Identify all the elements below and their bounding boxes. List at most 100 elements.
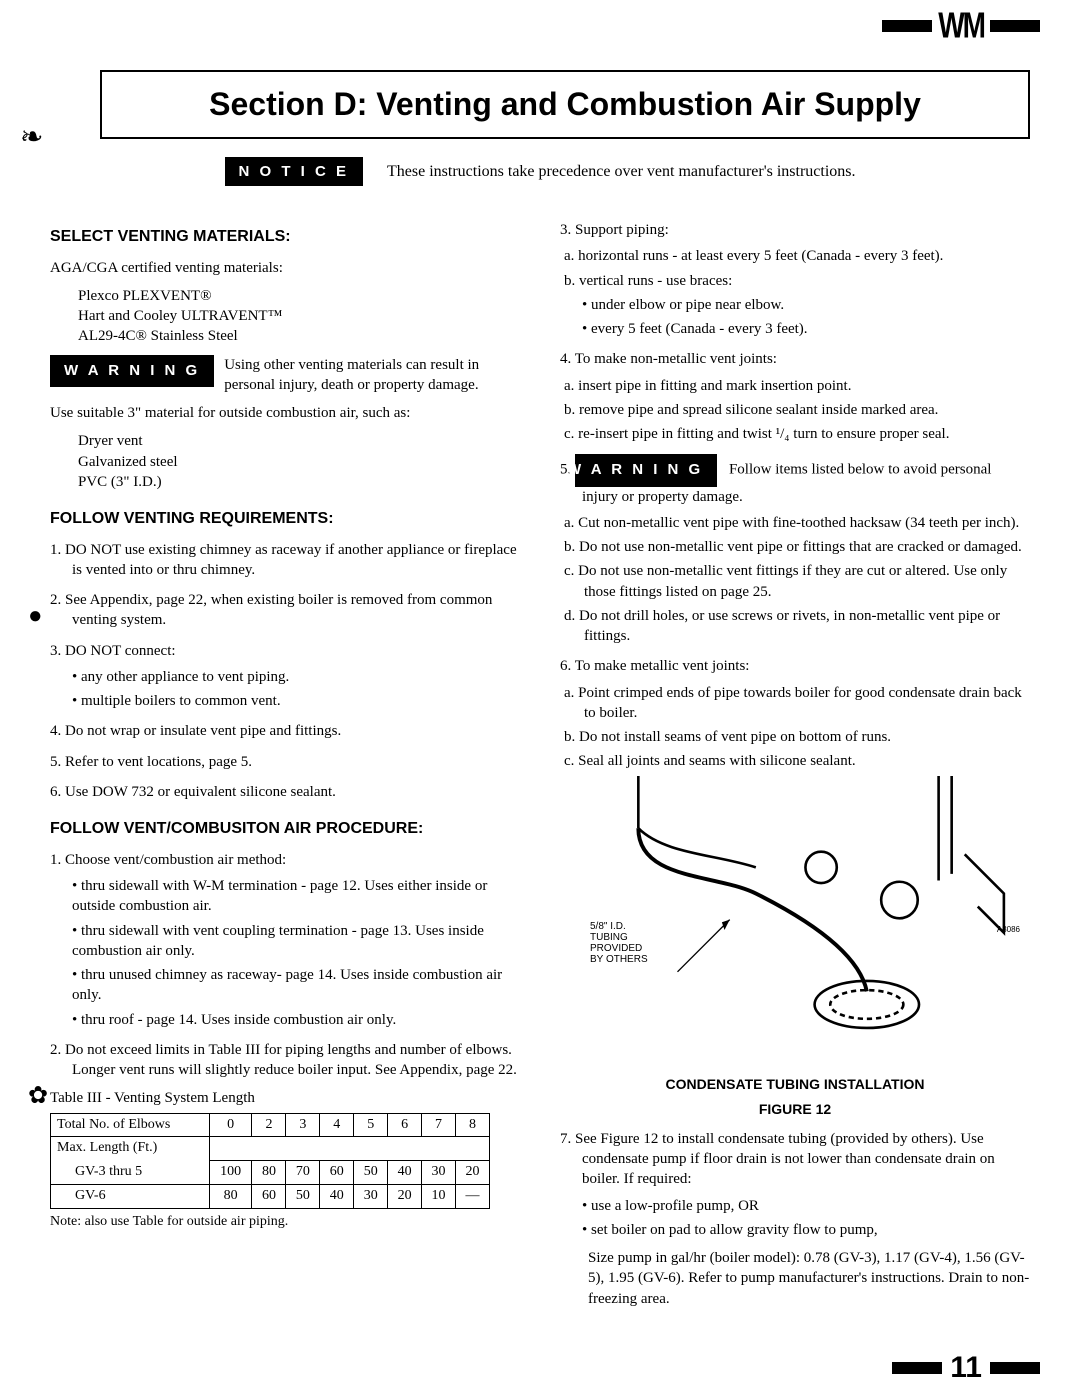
table-cell: 30 [422, 1160, 456, 1184]
table-note: Note: also use Table for outside air pip… [50, 1213, 520, 1232]
warning-text: Using other venting materials can result… [224, 355, 520, 396]
req3-sub: multiple boilers to common vent. [50, 691, 520, 711]
table-caption: Table III - Venting System Length [50, 1088, 520, 1108]
suitable-intro: Use suitable 3" material for outside com… [50, 403, 520, 423]
req-item: 6. Use DOW 732 or equivalent silicone se… [50, 782, 520, 802]
table-cell: 30 [354, 1184, 388, 1208]
table-header-cell: 7 [422, 1113, 456, 1137]
cert-item: Plexco PLEXVENT® [50, 286, 520, 306]
sub-text: Point crimped ends of pipe towards boile… [578, 685, 1022, 721]
table-row: Total No. of Elbows 0 2 3 4 5 6 7 8 [51, 1113, 490, 1137]
proc1-sub: thru roof - page 14. Uses inside combust… [50, 1010, 520, 1030]
section-title: Section D: Venting and Combustion Air Su… [126, 86, 1004, 123]
proc1-sub: thru sidewall with W-M termination - pag… [50, 876, 520, 917]
fig-label-line: TUBING [590, 932, 648, 943]
req-text: Do not wrap or insulate vent pipe and fi… [65, 723, 341, 739]
margin-clover-icon: ✿ [28, 1080, 48, 1112]
suitable-item: PVC (3" I.D.) [50, 472, 520, 492]
warning-block: W A R N I N G Using other venting materi… [50, 355, 520, 396]
table-header-cell: 4 [320, 1113, 354, 1137]
sub-bullet: every 5 feet (Canada - every 3 feet). [560, 319, 1030, 339]
table-cell: 60 [252, 1184, 286, 1208]
sub-item: a. Point crimped ends of pipe towards bo… [560, 683, 1030, 724]
proc-text: To make metallic vent joints: [575, 658, 750, 674]
req-text: Refer to vent locations, page 5. [65, 754, 252, 770]
sub-text: Cut non-metallic vent pipe with fine-too… [578, 515, 1019, 531]
cert-item: AL29-4C® Stainless Steel [50, 326, 520, 346]
req-text: DO NOT connect: [65, 643, 176, 659]
page-number: 11 [950, 1351, 982, 1385]
heading-select-materials: SELECT VENTING MATERIALS: [50, 226, 520, 248]
proc-item: 5. W A R N I N G Follow items listed bel… [560, 454, 1030, 507]
logo-bar-left [882, 20, 932, 32]
table-header-cell: Total No. of Elbows [51, 1113, 210, 1137]
req-text: DO NOT use existing chimney as raceway i… [65, 542, 517, 578]
section-title-box: Section D: Venting and Combustion Air Su… [100, 70, 1030, 139]
page-number-block: 11 [892, 1351, 1040, 1385]
req-item: 1. DO NOT use existing chimney as racewa… [50, 540, 520, 581]
page-bar-left [892, 1362, 942, 1374]
sub-text: insert pipe in fitting and mark insertio… [578, 378, 851, 394]
req-item: 4. Do not wrap or insulate vent pipe and… [50, 721, 520, 741]
sub-item: a. insert pipe in fitting and mark inser… [560, 376, 1030, 396]
sub-text: remove pipe and spread silicone sealant … [579, 402, 938, 418]
table-cell: 70 [286, 1160, 320, 1184]
sub-text: Do not use non-metallic vent fittings if… [578, 563, 1007, 599]
logo-bar-right [990, 20, 1040, 32]
fig-label-line: BY OTHERS [590, 954, 648, 965]
table-cell: 60 [320, 1160, 354, 1184]
sub-item: c. re-insert pipe in fitting and twist ¹… [560, 424, 1030, 444]
figure-caption: FIGURE 12 [560, 1100, 1030, 1119]
table-cell: GV-6 [51, 1184, 210, 1208]
sub-text: re-insert pipe in fitting and twist ¹/₄ … [578, 426, 949, 442]
table-row: GV-3 thru 5 100 80 70 60 50 40 30 20 [51, 1160, 490, 1184]
logo-text: WM [938, 5, 984, 47]
sub-item: b. Do not use non-metallic vent pipe or … [560, 537, 1030, 557]
content-columns: SELECT VENTING MATERIALS: AGA/CGA certif… [50, 210, 1030, 1317]
proc-item: 4. To make non-metallic vent joints: [560, 349, 1030, 369]
figure-caption: CONDENSATE TUBING INSTALLATION [560, 1075, 1030, 1094]
req3-sub: any other appliance to vent piping. [50, 667, 520, 687]
proc1-sub: thru unused chimney as raceway- page 14.… [50, 965, 520, 1006]
warning-badge: W A R N I N G [575, 454, 717, 486]
venting-table: Total No. of Elbows 0 2 3 4 5 6 7 8 Max.… [50, 1113, 490, 1209]
table-header-cell: 2 [252, 1113, 286, 1137]
table-header-cell: 5 [354, 1113, 388, 1137]
req-item: 5. Refer to vent locations, page 5. [50, 752, 520, 772]
table-cell: — [456, 1184, 490, 1208]
table-cell: 40 [388, 1160, 422, 1184]
sub-item: d. Do not drill holes, or use screws or … [560, 606, 1030, 647]
table-header-cell: 6 [388, 1113, 422, 1137]
sub-text: horizontal runs - at least every 5 feet … [578, 248, 943, 264]
proc-text: Support piping: [575, 222, 669, 238]
sub-item: c. Seal all joints and seams with silico… [560, 751, 1030, 771]
sub-item: b. remove pipe and spread silicone seala… [560, 400, 1030, 420]
sub-item: a. Cut non-metallic vent pipe with fine-… [560, 513, 1030, 533]
table-header-cell: 3 [286, 1113, 320, 1137]
table-cell: 40 [320, 1184, 354, 1208]
table-header-cell: 8 [456, 1113, 490, 1137]
sub-bullet: use a low-profile pump, OR [560, 1196, 1030, 1216]
proc-item: 6. To make metallic vent joints: [560, 656, 1030, 676]
proc-tail: Size pump in gal/hr (boiler model): 0.78… [560, 1248, 1030, 1309]
sub-text: Do not drill holes, or use screws or riv… [579, 608, 1000, 644]
sub-text: Do not use non-metallic vent pipe or fit… [579, 539, 1022, 555]
table-cell: 50 [286, 1184, 320, 1208]
table-cell: 50 [354, 1160, 388, 1184]
notice-text: These instructions take precedence over … [387, 163, 855, 181]
proc-item: 2. Do not exceed limits in Table III for… [50, 1040, 520, 1081]
sub-item: a. horizontal runs - at least every 5 fe… [560, 246, 1030, 266]
table-row: GV-6 80 60 50 40 30 20 10 — [51, 1184, 490, 1208]
table-cell: 20 [456, 1160, 490, 1184]
req-item: 2. See Appendix, page 22, when existing … [50, 590, 520, 631]
req-text: Use DOW 732 or equivalent silicone seala… [65, 784, 336, 800]
table-cell: GV-3 thru 5 [51, 1160, 210, 1184]
heading-follow-requirements: FOLLOW VENTING REQUIREMENTS: [50, 508, 520, 530]
page-bar-right [990, 1362, 1040, 1374]
sub-item: c. Do not use non-metallic vent fittings… [560, 561, 1030, 602]
proc-text: Do not exceed limits in Table III for pi… [65, 1042, 517, 1078]
heading-follow-procedure: FOLLOW VENT/COMBUSITON AIR PROCEDURE: [50, 818, 520, 840]
table-cell: 80 [209, 1184, 252, 1208]
sub-text: vertical runs - use braces: [579, 273, 732, 289]
cert-intro: AGA/CGA certified venting materials: [50, 258, 520, 278]
